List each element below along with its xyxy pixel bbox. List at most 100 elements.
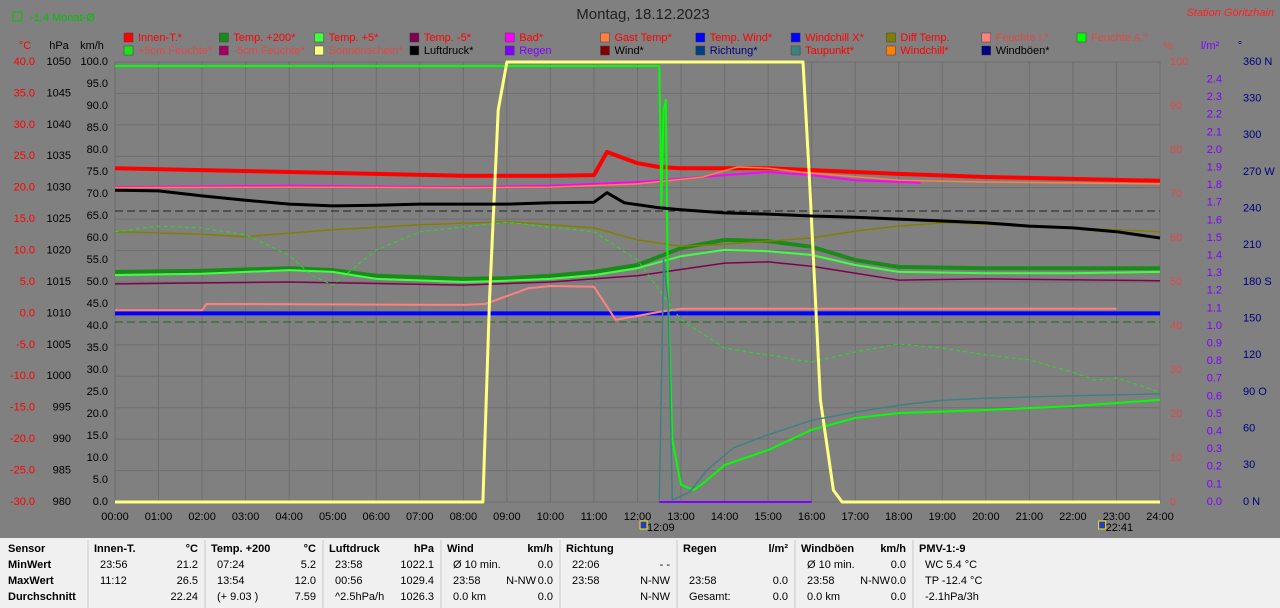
- stats-cell: 23:58: [807, 575, 835, 587]
- series-line: [658, 259, 1161, 501]
- y-tick-label: -25.0: [10, 464, 35, 476]
- legend-label[interactable]: Temp. +5*: [329, 32, 380, 44]
- labels: 00:00 01:00 02:00 03:00 04:00 05:00 06:00 07:00…: [10, 32, 1275, 534]
- y-tick-label: 995: [53, 402, 71, 414]
- x-tick-label: 23:00: [1103, 511, 1131, 523]
- stats-cell: (+ 9.03 ): [217, 591, 258, 603]
- legend-swatch[interactable]: [886, 32, 896, 43]
- y-tick-label: 30: [1243, 459, 1255, 471]
- stats-cell: 5.2: [301, 559, 316, 571]
- legend-label[interactable]: Feuchte A.*: [1091, 32, 1149, 44]
- legend-swatch[interactable]: [504, 45, 515, 56]
- legend-label[interactable]: Temp. -5*: [424, 32, 472, 44]
- stats-unit: °C: [304, 543, 316, 555]
- stats-cell: 13:54: [217, 575, 245, 587]
- legend-swatch[interactable]: [123, 32, 134, 43]
- legend-label[interactable]: Temp. +200*: [233, 32, 296, 44]
- y-tick-label: 40: [1170, 320, 1182, 332]
- stats-cell: 0.0 km: [807, 591, 840, 603]
- legend-label[interactable]: Richtung*: [710, 45, 758, 57]
- y-tick-label: 1000: [47, 370, 71, 382]
- legend-label[interactable]: Diff Temp.: [900, 32, 949, 44]
- y-tick-label: 2.2: [1207, 109, 1222, 121]
- y-tick-label: 1005: [47, 339, 71, 351]
- y-tick-label: 2.4: [1207, 74, 1222, 86]
- legend-label[interactable]: Taupunkt*: [805, 45, 855, 57]
- legend-swatch[interactable]: [886, 45, 896, 56]
- y-tick-label: 100: [1170, 56, 1188, 68]
- legend-label[interactable]: +5cm Feuchte*: [138, 45, 213, 57]
- legend-swatch[interactable]: [504, 32, 515, 43]
- legend-swatch[interactable]: [695, 45, 706, 56]
- legend-swatch[interactable]: [790, 45, 801, 56]
- y-tick-label: 10.0: [87, 452, 108, 464]
- legend-swatch[interactable]: [219, 45, 229, 56]
- series-line: [114, 188, 1161, 240]
- legend-label[interactable]: Windchill*: [900, 45, 949, 57]
- y-tick-label: 65.0: [87, 210, 108, 222]
- legend-swatch[interactable]: [219, 32, 229, 43]
- legend-swatch[interactable]: [123, 45, 134, 56]
- y-tick-label: 60.0: [87, 232, 108, 244]
- legend-swatch[interactable]: [981, 32, 991, 43]
- y-tick-label: 10: [1170, 452, 1182, 464]
- stats-row-label: MaxWert: [8, 575, 54, 587]
- x-tick-label: 14:00: [711, 511, 739, 523]
- stats-title: Regen: [683, 543, 717, 555]
- y-tick-label: 1.7: [1207, 197, 1222, 209]
- legend-label[interactable]: Temp. Wind*: [710, 32, 773, 44]
- y-tick-label: 1020: [47, 244, 71, 256]
- x-tick-label: 11:00: [581, 511, 608, 523]
- legend-label[interactable]: Windchill X*: [805, 32, 864, 44]
- stats-cell: 26.5: [177, 575, 198, 587]
- legend-swatch[interactable]: [695, 32, 706, 43]
- y-tick-label: 90: [1170, 100, 1182, 112]
- month-checkbox[interactable]: [12, 11, 23, 22]
- y-tick-label: 270 W: [1243, 166, 1275, 178]
- legend-label[interactable]: Gast Temp*: [615, 32, 673, 44]
- x-tick-label: 21:00: [1016, 511, 1044, 523]
- y-tick-label: 5.0: [20, 276, 35, 288]
- legend-label[interactable]: Bad*: [519, 32, 544, 44]
- legend-label[interactable]: Feuchte I.*: [996, 32, 1050, 44]
- y-tick-label: 80.0: [87, 144, 108, 156]
- stats-cell: N-NW: [640, 575, 671, 587]
- y-tick-label: 990: [53, 433, 71, 445]
- stats-cell: Gesamt:: [689, 591, 731, 603]
- legend-label[interactable]: Wind*: [615, 45, 645, 57]
- legend-swatch[interactable]: [600, 45, 610, 56]
- legend-label[interactable]: Luftdruck*: [424, 45, 474, 57]
- stats-cell: 23:56: [100, 559, 128, 571]
- legend-swatch[interactable]: [1076, 32, 1087, 43]
- legend-swatch[interactable]: [409, 45, 420, 56]
- y-tick-label: 25.0: [87, 386, 108, 398]
- legend-swatch[interactable]: [981, 45, 991, 56]
- y-tick-label: 0.9: [1207, 338, 1222, 350]
- legend-swatch[interactable]: [409, 32, 420, 43]
- legend-label[interactable]: Regen: [519, 45, 551, 57]
- y-tick-label: 60: [1170, 232, 1182, 244]
- x-tick-label: 07:00: [406, 511, 434, 523]
- legend-label[interactable]: Windböen*: [996, 45, 1051, 57]
- y-tick-label: 1.6: [1207, 214, 1222, 226]
- legend-swatch[interactable]: [790, 32, 801, 43]
- y-tick-label: 55.0: [87, 254, 108, 266]
- stats-cell: 22.24: [170, 591, 198, 603]
- x-tick-label: 22:00: [1059, 511, 1087, 523]
- stats-row-label: MinWert: [8, 559, 52, 571]
- y-tick-label: 15.0: [14, 213, 35, 225]
- y-tick-label: 1.2: [1207, 285, 1222, 297]
- stats-cell: 07:24: [217, 559, 245, 571]
- stats-cell: 1022.1: [400, 559, 434, 571]
- legend-swatch[interactable]: [314, 32, 324, 43]
- legend-label[interactable]: Sonnenschein*: [329, 45, 404, 57]
- y-tick-label: 40.0: [87, 320, 108, 332]
- y-tick-label: 150: [1243, 313, 1261, 325]
- stats-title: Richtung: [566, 543, 614, 555]
- legend-swatch[interactable]: [600, 32, 610, 43]
- legend-swatch[interactable]: [314, 45, 324, 56]
- legend-label[interactable]: -5cm Feuchte*: [233, 45, 305, 57]
- y-tick-label: 0 N: [1243, 496, 1260, 508]
- legend-label[interactable]: Innen-T.*: [138, 32, 183, 44]
